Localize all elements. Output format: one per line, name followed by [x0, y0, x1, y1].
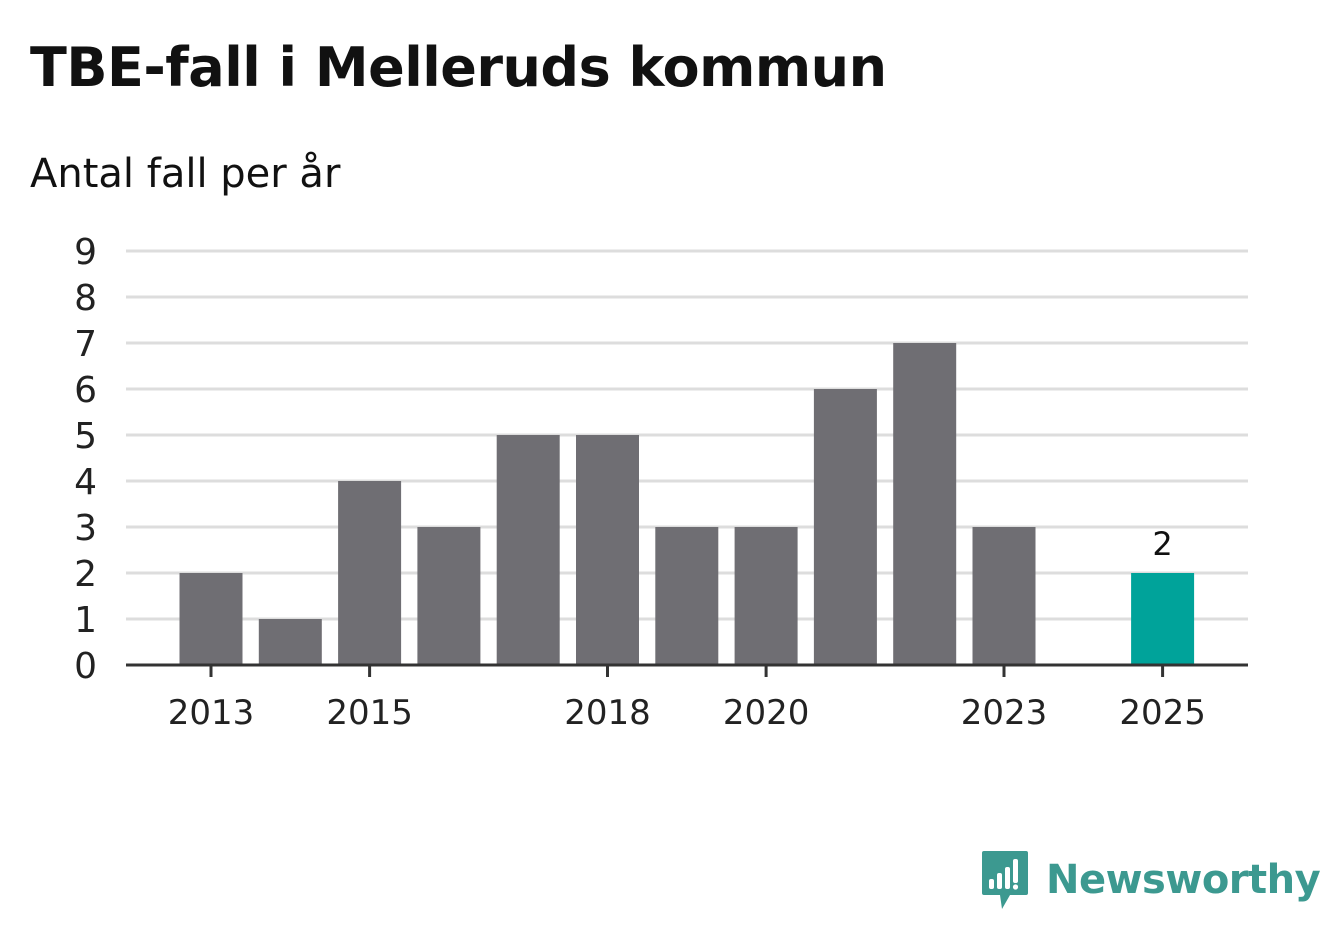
x-tick-label-2025: 2025 — [1119, 693, 1206, 733]
bar-2022 — [893, 343, 957, 665]
brand-name: Newsworthy — [1046, 857, 1321, 903]
x-tick-label-2013: 2013 — [168, 693, 255, 733]
chart-title: TBE-fall i Melleruds kommun — [30, 36, 887, 99]
bar-2021 — [813, 389, 877, 665]
x-tick-label-2018: 2018 — [564, 693, 651, 733]
y-tick-label-8: 8 — [74, 278, 97, 319]
y-tick-label-9: 9 — [74, 232, 97, 273]
y-tick-label-4: 4 — [74, 462, 97, 503]
x-tick-label-2023: 2023 — [961, 693, 1048, 733]
newsworthy-logo-icon — [982, 851, 1028, 909]
y-tick-label-7: 7 — [74, 324, 97, 365]
y-tick-label-2: 2 — [74, 554, 97, 595]
bar-2013 — [179, 573, 243, 665]
bar-2016 — [417, 527, 481, 665]
bar-2018 — [576, 435, 639, 665]
y-tick-label-5: 5 — [74, 416, 97, 457]
bar-2023 — [972, 527, 1036, 665]
y-tick-label-1: 1 — [74, 600, 97, 641]
chart-subtitle: Antal fall per år — [30, 151, 341, 197]
y-tick-label-3: 3 — [74, 508, 97, 549]
bar-2015 — [338, 481, 402, 665]
bar-2019 — [655, 527, 719, 665]
bar-2020 — [734, 527, 798, 665]
newsworthy-brand: Newsworthy — [980, 848, 1321, 912]
bar-2017 — [496, 435, 560, 665]
x-tick-label-2015: 2015 — [326, 693, 413, 733]
x-tick-label-2020: 2020 — [723, 693, 810, 733]
bar-2014 — [258, 619, 322, 665]
data-label-2025: 2 — [1152, 525, 1172, 563]
y-tick-label-0: 0 — [74, 646, 97, 687]
y-tick-label-6: 6 — [74, 370, 97, 411]
bar-2025 — [1131, 573, 1195, 665]
